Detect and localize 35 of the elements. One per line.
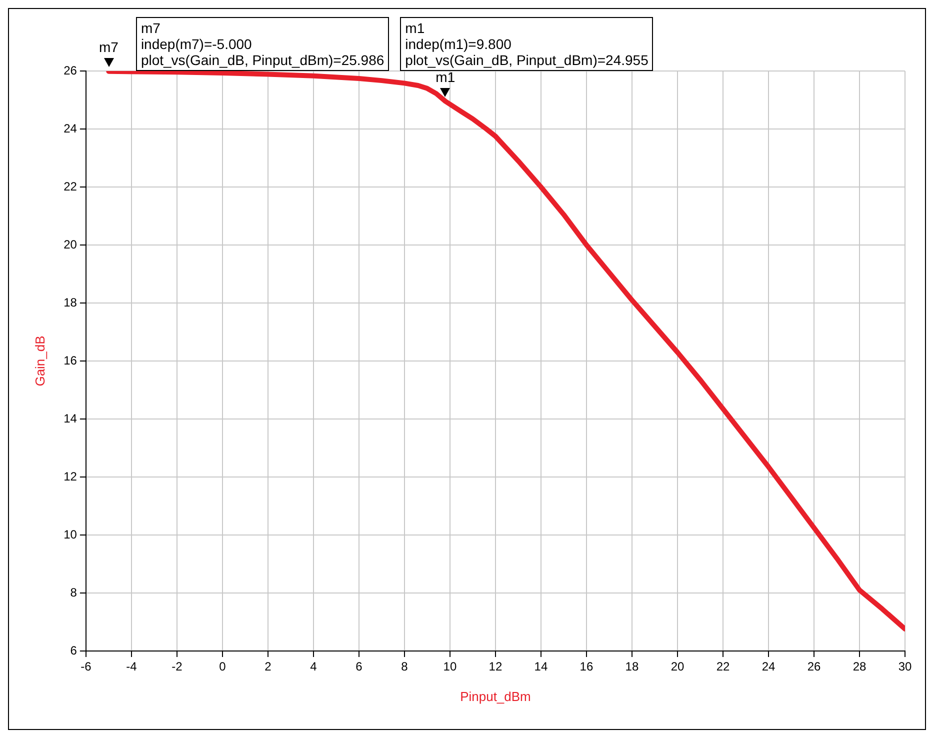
y-tick-label: 14 (64, 411, 78, 426)
x-tick-label: 10 (443, 660, 457, 674)
x-tick-label: 2 (264, 660, 272, 674)
y-tick-label: 26 (64, 63, 78, 78)
y-tick-label: 6 (70, 643, 78, 658)
x-tick-label: 0 (219, 660, 226, 674)
x-tick-label: -2 (172, 660, 183, 674)
y-tick-label: 8 (70, 585, 78, 600)
y-tick-label: 22 (64, 179, 78, 194)
y-tick-label: 18 (64, 295, 78, 310)
y-tick-label: 16 (64, 353, 78, 368)
y-axis-title: Gain_dB (32, 336, 48, 386)
x-tick-label: 16 (580, 660, 594, 674)
x-tick-label: 20 (670, 660, 684, 674)
x-axis-title: Pinput_dBm (460, 688, 531, 704)
x-tick-label: 14 (534, 660, 548, 674)
x-tick-label: 28 (852, 660, 866, 674)
annotation: m1 (436, 69, 456, 86)
x-tick-label: 4 (310, 660, 318, 674)
x-tick-label: 12 (488, 660, 502, 674)
x-tick-label: 22 (716, 660, 730, 674)
x-tick-label: 18 (625, 660, 639, 674)
y-tick-label: 20 (64, 237, 78, 252)
annotation: m7 (98, 39, 118, 56)
x-tick-label: 30 (898, 660, 912, 674)
x-tick-label: 6 (356, 660, 363, 674)
y-tick-label: 24 (64, 121, 78, 136)
x-tick-label: -4 (126, 660, 138, 674)
x-tick-label: 24 (762, 660, 776, 674)
x-tick-label: 8 (401, 660, 408, 674)
x-tick-label: -6 (80, 660, 92, 674)
text: m7 indep(m7)=-5.000 plot_vs(Gain_dB, Pinput_dBm)=25.986 (136, 17, 390, 71)
y-tick-label: 10 (64, 527, 78, 542)
y-tick-label: 12 (64, 469, 78, 484)
x-tick-label: 26 (807, 660, 821, 674)
